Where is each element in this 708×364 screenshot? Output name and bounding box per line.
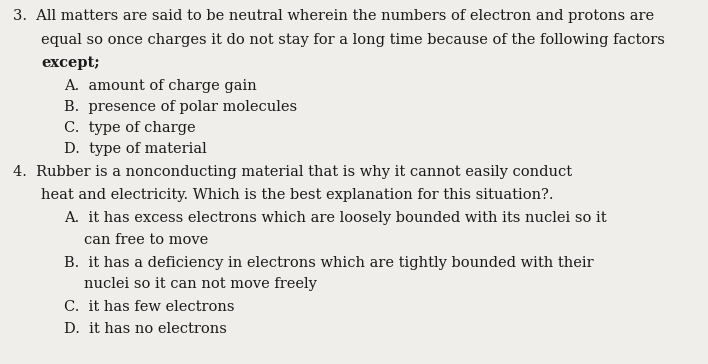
Text: equal so once charges it do not stay for a long time because of the following fa: equal so once charges it do not stay for… — [41, 33, 665, 47]
Text: heat and electricity. Which is the best explanation for this situation?.: heat and electricity. Which is the best … — [41, 188, 554, 202]
Text: except;: except; — [41, 56, 100, 70]
Text: can free to move: can free to move — [84, 233, 207, 247]
Text: C.  it has few electrons: C. it has few electrons — [64, 300, 234, 314]
Text: A.  it has excess electrons which are loosely bounded with its nuclei so it: A. it has excess electrons which are loo… — [64, 211, 606, 225]
Text: nuclei so it can not move freely: nuclei so it can not move freely — [84, 277, 316, 291]
Text: D.  type of material: D. type of material — [64, 142, 207, 155]
Text: C.  type of charge: C. type of charge — [64, 121, 195, 135]
Text: B.  it has a deficiency in electrons which are tightly bounded with their: B. it has a deficiency in electrons whic… — [64, 256, 593, 269]
Text: A.  amount of charge gain: A. amount of charge gain — [64, 79, 256, 93]
Text: 4.  Rubber is a nonconducting material that is why it cannot easily conduct: 4. Rubber is a nonconducting material th… — [13, 165, 572, 178]
Text: B.  presence of polar molecules: B. presence of polar molecules — [64, 100, 297, 114]
Text: D.  it has no electrons: D. it has no electrons — [64, 322, 227, 336]
Text: 3.  All matters are said to be neutral wherein the numbers of electron and proto: 3. All matters are said to be neutral wh… — [13, 9, 654, 23]
